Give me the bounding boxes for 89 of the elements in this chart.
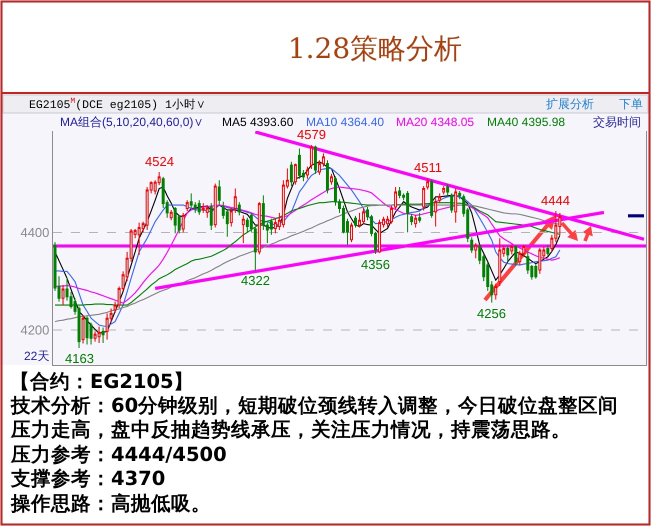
candlestick — [422, 186, 426, 211]
candlestick — [438, 192, 442, 204]
annotation: 4524 — [145, 154, 174, 169]
candlestick — [538, 248, 542, 274]
candlestick — [214, 183, 217, 228]
candlestick — [306, 166, 309, 180]
candlestick — [534, 264, 538, 280]
y-tick-label: 4400 — [20, 224, 50, 240]
candlestick — [414, 214, 418, 228]
candlestick — [398, 186, 402, 199]
text: MA20 4348.05 — [396, 115, 474, 129]
candlestick — [314, 145, 317, 174]
text: MA10 4364.40 — [306, 115, 384, 129]
annotation: 4256 — [477, 306, 506, 321]
candlestick — [350, 222, 353, 243]
candlestick — [426, 178, 430, 190]
candlestick — [86, 316, 89, 346]
annotation: 4322 — [241, 273, 270, 288]
candlestick — [298, 148, 301, 180]
candlestick — [470, 236, 474, 254]
candlestick — [498, 238, 502, 287]
y-tick-label: 4200 — [20, 322, 50, 338]
candlestick — [454, 188, 458, 224]
candlestick — [394, 186, 398, 210]
candlestick — [246, 217, 249, 233]
candlestick — [446, 183, 450, 196]
text: 交易时间 — [593, 115, 641, 129]
annotation: 4579 — [297, 127, 326, 142]
text: 扩展分析 — [546, 97, 594, 111]
text: 22天 — [24, 349, 50, 363]
candlestick — [82, 314, 85, 344]
candlestick — [330, 173, 333, 186]
annotation: 4356 — [361, 257, 390, 272]
candlestick — [190, 192, 193, 209]
candlestick — [230, 208, 233, 228]
text: 压力走高，盘中反抽趋势线承压，关注压力情况，持震荡思路。 — [10, 418, 571, 441]
candlestick — [94, 330, 97, 342]
text: 压力参考：4444/4500 — [10, 443, 227, 466]
candlestick — [98, 326, 101, 344]
candlestick — [418, 212, 422, 224]
candlestick — [138, 222, 141, 256]
candlestick — [410, 213, 414, 226]
candlestick — [258, 202, 261, 255]
text: MA5 4393.60 — [222, 115, 294, 129]
annotation: 4163 — [65, 351, 94, 366]
candlestick — [62, 284, 64, 306]
text: 下单 — [619, 97, 643, 111]
candlestick — [510, 244, 514, 255]
chart-subtitle: EG2105$^{M}$(DCE eg2105) 1小时∨ — [29, 97, 206, 112]
candlestick — [210, 202, 213, 230]
line-series — [54, 204, 560, 322]
text: 操作思路：高抛低吸。 — [10, 492, 211, 515]
annotation: 4444 — [541, 193, 570, 208]
candlestick — [442, 186, 446, 195]
candlestick — [506, 246, 510, 262]
candlestick — [198, 200, 201, 216]
annotation: 4511 — [414, 160, 442, 175]
candlestick — [234, 188, 237, 214]
text: MA组合(5,10,20,40,60,0)∨ — [60, 115, 204, 129]
candlestick — [238, 202, 241, 216]
candlestick — [186, 200, 189, 212]
candlestick — [174, 206, 177, 234]
candlestick — [170, 209, 173, 221]
candlestick — [206, 204, 209, 218]
candlestick — [358, 212, 361, 228]
candlestick — [310, 144, 313, 170]
candlestick — [290, 161, 293, 187]
chart-title: 1.28策略分析 — [288, 32, 462, 65]
candlestick — [354, 215, 357, 228]
candlestick — [458, 190, 462, 200]
candlestick — [242, 214, 245, 244]
candlestick — [362, 208, 366, 224]
text: 支撑参考：4370 — [10, 467, 166, 490]
candlestick — [294, 163, 297, 186]
candlestick — [514, 244, 518, 266]
candlestick — [182, 212, 185, 233]
candlestick — [218, 180, 221, 206]
text: 技术分析：60分钟级别，短期破位颈线转入调整，今日破位盘整区间 — [10, 394, 618, 417]
text: 【合约：EG2105】 — [10, 370, 194, 393]
candlestick — [546, 244, 550, 256]
candlestick — [378, 219, 382, 254]
candlestick — [434, 198, 438, 228]
text: MA40 4395.98 — [487, 115, 566, 129]
candlestick — [102, 326, 105, 344]
candlestick — [474, 242, 478, 259]
candlestick — [326, 160, 329, 194]
candlestick — [390, 205, 394, 224]
candlestick — [106, 312, 109, 340]
candlestick — [494, 283, 498, 300]
